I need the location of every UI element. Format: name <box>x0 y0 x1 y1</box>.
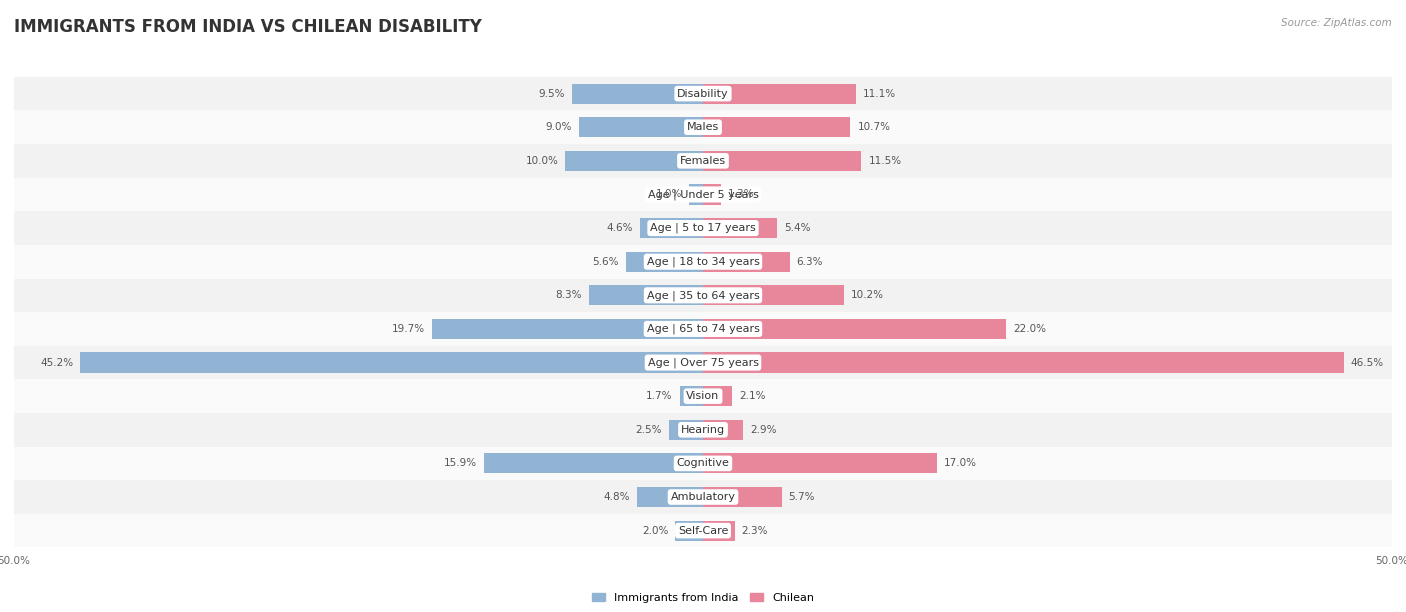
Text: 1.3%: 1.3% <box>728 190 754 200</box>
Bar <box>703 184 721 204</box>
Text: Males: Males <box>688 122 718 132</box>
Bar <box>703 453 938 474</box>
Text: 45.2%: 45.2% <box>41 357 73 368</box>
Bar <box>14 278 1392 312</box>
Text: Age | 65 to 74 years: Age | 65 to 74 years <box>647 324 759 334</box>
Bar <box>703 521 735 541</box>
Text: 1.0%: 1.0% <box>657 190 682 200</box>
Text: Hearing: Hearing <box>681 425 725 435</box>
Bar <box>14 177 1392 211</box>
Text: Age | Under 5 years: Age | Under 5 years <box>648 189 758 200</box>
Bar <box>14 447 1392 480</box>
Bar <box>703 386 733 406</box>
Text: IMMIGRANTS FROM INDIA VS CHILEAN DISABILITY: IMMIGRANTS FROM INDIA VS CHILEAN DISABIL… <box>14 18 482 36</box>
Bar <box>703 151 862 171</box>
Bar <box>14 211 1392 245</box>
Text: 1.7%: 1.7% <box>647 391 672 401</box>
Text: 2.9%: 2.9% <box>749 425 776 435</box>
Bar <box>703 353 1344 373</box>
Text: Age | 5 to 17 years: Age | 5 to 17 years <box>650 223 756 233</box>
Bar <box>675 521 703 541</box>
Text: 11.1%: 11.1% <box>863 89 896 99</box>
Bar <box>572 83 703 103</box>
Bar <box>14 480 1392 514</box>
Text: Source: ZipAtlas.com: Source: ZipAtlas.com <box>1281 18 1392 28</box>
Bar <box>14 413 1392 447</box>
Text: 19.7%: 19.7% <box>391 324 425 334</box>
Text: 5.4%: 5.4% <box>785 223 811 233</box>
Bar <box>703 83 856 103</box>
Bar <box>14 245 1392 278</box>
Bar <box>14 110 1392 144</box>
Text: 2.5%: 2.5% <box>636 425 662 435</box>
Text: 8.3%: 8.3% <box>555 290 582 300</box>
Bar <box>703 218 778 238</box>
Bar <box>484 453 703 474</box>
Text: 4.6%: 4.6% <box>606 223 633 233</box>
Bar <box>14 144 1392 177</box>
Bar <box>579 117 703 137</box>
Text: 2.0%: 2.0% <box>643 526 669 536</box>
Bar <box>703 285 844 305</box>
Text: Ambulatory: Ambulatory <box>671 492 735 502</box>
Text: 9.5%: 9.5% <box>538 89 565 99</box>
Bar <box>679 386 703 406</box>
Text: Age | Over 75 years: Age | Over 75 years <box>648 357 758 368</box>
Text: 17.0%: 17.0% <box>945 458 977 468</box>
Bar <box>14 76 1392 110</box>
Bar <box>80 353 703 373</box>
Text: 10.7%: 10.7% <box>858 122 890 132</box>
Text: Vision: Vision <box>686 391 720 401</box>
Bar <box>14 379 1392 413</box>
Text: 4.8%: 4.8% <box>603 492 630 502</box>
Text: 2.1%: 2.1% <box>738 391 765 401</box>
Text: 2.3%: 2.3% <box>741 526 768 536</box>
Text: 10.2%: 10.2% <box>851 290 883 300</box>
Bar <box>626 252 703 272</box>
Text: Cognitive: Cognitive <box>676 458 730 468</box>
Bar <box>703 117 851 137</box>
Text: Females: Females <box>681 156 725 166</box>
Bar <box>14 514 1392 548</box>
Bar <box>14 346 1392 379</box>
Bar <box>689 184 703 204</box>
Bar <box>703 487 782 507</box>
Bar <box>565 151 703 171</box>
Text: Disability: Disability <box>678 89 728 99</box>
Text: Age | 18 to 34 years: Age | 18 to 34 years <box>647 256 759 267</box>
Text: 9.0%: 9.0% <box>546 122 572 132</box>
Bar <box>703 420 742 440</box>
Text: 5.6%: 5.6% <box>592 256 619 267</box>
Text: 6.3%: 6.3% <box>797 256 823 267</box>
Text: Self-Care: Self-Care <box>678 526 728 536</box>
Bar <box>589 285 703 305</box>
Bar <box>14 312 1392 346</box>
Text: 10.0%: 10.0% <box>526 156 558 166</box>
Text: 5.7%: 5.7% <box>789 492 815 502</box>
Bar <box>703 319 1007 339</box>
Bar <box>432 319 703 339</box>
Legend: Immigrants from India, Chilean: Immigrants from India, Chilean <box>588 588 818 607</box>
Text: 46.5%: 46.5% <box>1351 357 1384 368</box>
Text: Age | 35 to 64 years: Age | 35 to 64 years <box>647 290 759 300</box>
Text: 15.9%: 15.9% <box>444 458 477 468</box>
Bar <box>637 487 703 507</box>
Text: 11.5%: 11.5% <box>869 156 901 166</box>
Bar <box>640 218 703 238</box>
Text: 22.0%: 22.0% <box>1012 324 1046 334</box>
Bar <box>703 252 790 272</box>
Bar <box>669 420 703 440</box>
